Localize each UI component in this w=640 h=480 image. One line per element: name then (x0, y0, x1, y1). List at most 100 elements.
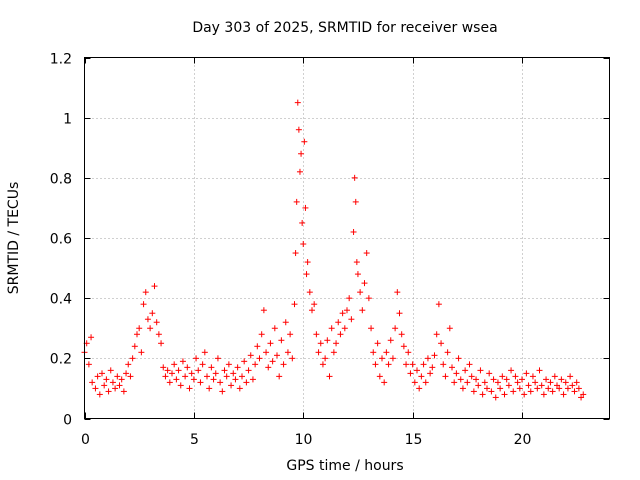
data-point (249, 376, 256, 383)
data-point (558, 376, 565, 383)
data-point (263, 349, 270, 356)
data-point (514, 379, 521, 386)
data-point (396, 310, 403, 317)
data-point (357, 289, 364, 296)
data-point (166, 379, 173, 386)
data-point (300, 241, 307, 248)
data-point (94, 373, 101, 380)
data-point (473, 376, 480, 383)
data-point (186, 385, 193, 392)
data-point (294, 99, 301, 106)
x-tick-label: 10 (295, 432, 313, 448)
data-point (328, 325, 335, 332)
data-point (529, 373, 536, 380)
data-point (96, 391, 103, 398)
data-point (422, 379, 429, 386)
data-point (573, 379, 580, 386)
data-point (540, 391, 547, 398)
data-point (534, 385, 541, 392)
grid (84, 57, 610, 419)
data-point (287, 331, 294, 338)
data-point (549, 388, 556, 395)
y-tick-label: 0.8 (50, 172, 72, 188)
x-tick-label: 15 (405, 432, 423, 448)
data-point (107, 367, 114, 374)
data-point (88, 334, 95, 341)
data-point (363, 250, 370, 257)
data-point (313, 331, 320, 338)
x-tick-label: 0 (81, 432, 90, 448)
data-point (414, 367, 420, 374)
data-point (424, 355, 431, 362)
data-point (247, 352, 254, 359)
data-point (188, 370, 195, 377)
data-point (435, 301, 442, 308)
data-point (221, 367, 228, 374)
data-point (241, 358, 248, 365)
data-point (409, 361, 416, 368)
data-point (560, 391, 567, 398)
data-point (543, 376, 550, 383)
data-point (158, 340, 165, 347)
y-tick-label: 0.2 (50, 352, 72, 368)
data-point (175, 367, 182, 374)
data-point (455, 355, 462, 362)
data-point (206, 385, 213, 392)
data-point (562, 379, 569, 386)
data-point (311, 301, 318, 308)
data-point (147, 325, 154, 332)
data-point (136, 325, 143, 332)
data-point (354, 271, 361, 278)
data-point (385, 361, 392, 368)
data-point (265, 364, 272, 371)
data-point (578, 394, 585, 401)
data-point (494, 379, 501, 386)
data-point (292, 250, 299, 257)
data-point (193, 355, 200, 362)
data-point (190, 376, 197, 383)
data-point (453, 370, 460, 377)
data-point (477, 367, 484, 374)
data-point (280, 361, 287, 368)
data-point (545, 385, 552, 392)
data-point (256, 355, 263, 362)
data-point (162, 373, 169, 380)
data-point (567, 373, 574, 380)
data-point (521, 391, 528, 398)
data-point (304, 259, 311, 266)
data-point (346, 295, 353, 302)
data-point (296, 168, 303, 175)
data-point (245, 367, 252, 374)
data-point (418, 373, 425, 380)
data-point (301, 138, 308, 145)
data-point (462, 367, 469, 374)
data-point (291, 301, 298, 308)
data-point (372, 361, 379, 368)
data-point (368, 325, 375, 332)
data-point (532, 379, 539, 386)
data-point (210, 376, 217, 383)
data-point (527, 388, 534, 395)
data-point (429, 364, 436, 371)
data-point (208, 364, 215, 371)
data-point (101, 382, 108, 389)
data-point (374, 340, 381, 347)
data-point (389, 355, 396, 362)
data-point (217, 379, 224, 386)
data-point (556, 385, 563, 392)
data-point (516, 385, 523, 392)
data-point (350, 228, 357, 235)
data-point (379, 355, 385, 362)
data-point (470, 388, 477, 395)
data-point (131, 343, 138, 350)
data-point (335, 319, 342, 326)
data-point (219, 388, 226, 395)
data-point (164, 367, 171, 374)
y-tick-label: 1 (63, 112, 72, 128)
data-point (365, 295, 372, 302)
data-point (302, 204, 309, 211)
x-tick-labels: 0 5 10 15 20 (81, 432, 531, 448)
data-point (394, 289, 401, 296)
data-point (464, 379, 471, 386)
data-point (114, 373, 121, 380)
